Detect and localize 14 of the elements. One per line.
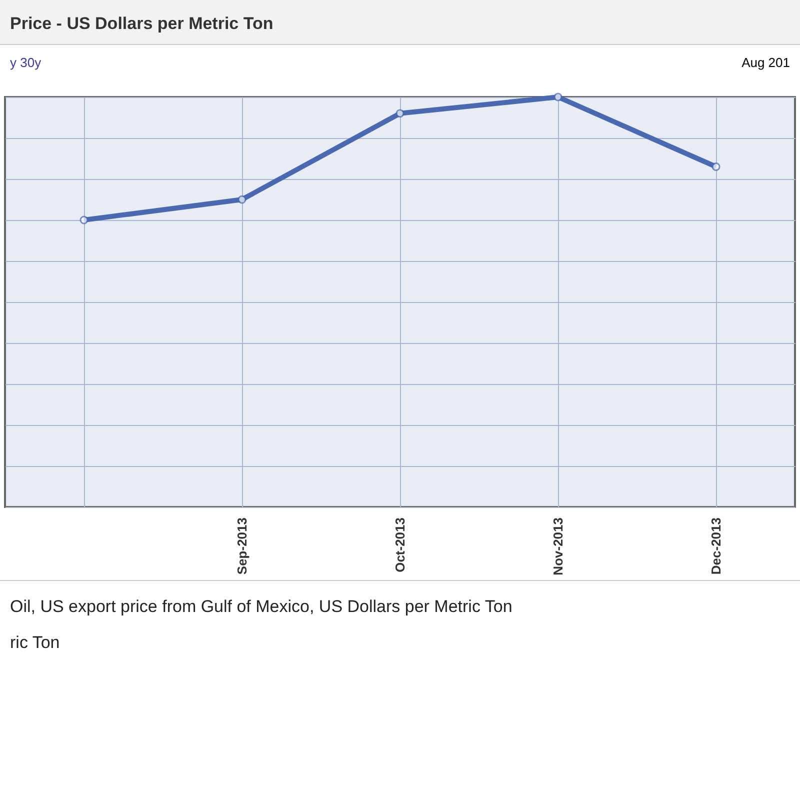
chart-title: Price - US Dollars per Metric Ton: [0, 0, 800, 45]
x-tick-label: Sep-2013: [234, 518, 250, 575]
text: ric Ton: [10, 632, 61, 654]
point: [80, 216, 88, 224]
x-tick-label: Oct-2013: [392, 518, 408, 572]
text: Aug 201: [742, 55, 790, 72]
x-tick-label: Nov-2013: [550, 518, 566, 576]
point: [712, 162, 720, 171]
x-tick-label: Dec-2013: [708, 518, 724, 575]
point: [396, 109, 404, 118]
point: [554, 92, 562, 102]
text: Oil, US export price from Gulf of Mexico, US Dollars per Metric Ton: [10, 596, 514, 618]
text: y 30y: [10, 55, 42, 72]
point: [238, 195, 246, 204]
